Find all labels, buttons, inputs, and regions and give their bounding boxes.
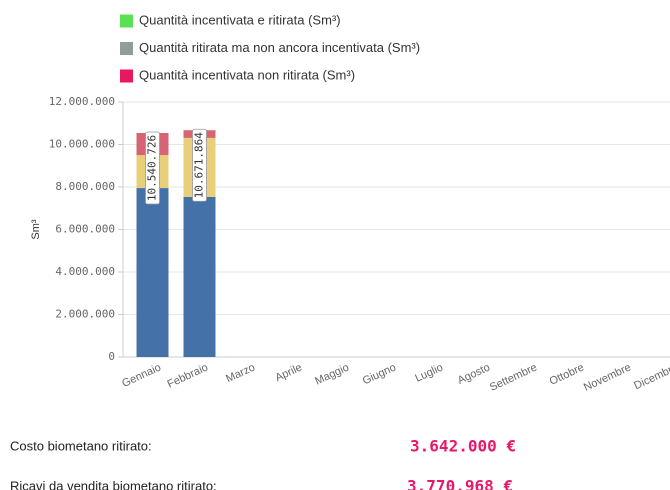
x-tick-label: Settembre (488, 361, 539, 393)
y-tick-label: 8.000.000 (55, 180, 115, 193)
total-label-box (145, 131, 160, 205)
total-label-box (192, 128, 207, 202)
x-tick-label: Agosto (456, 361, 492, 386)
x-tick-label: Giugno (361, 361, 398, 387)
y-tick-label: 6.000.000 (55, 223, 115, 236)
legend-label: Quantità incentivata non ritirata (Sm³) (139, 67, 355, 82)
bar-segment (136, 188, 169, 357)
legend-swatch (120, 42, 133, 55)
summary-label: Costo biometano ritirato: (10, 438, 152, 453)
y-tick-label: 10.000.000 (49, 138, 115, 151)
x-tick-label: Maggio (313, 361, 351, 387)
legend-label: Quantità ritirata ma non ancora incentiv… (139, 40, 420, 55)
total-label: 10.671.864 (193, 132, 206, 199)
y-tick-label: 12.000.000 (49, 95, 115, 108)
summary-value: 3.642.000 € (410, 437, 516, 456)
x-tick-label: Febbraio (166, 361, 210, 390)
x-tick-label: Ottobre (548, 361, 586, 387)
x-tick-label: Dicembre (632, 361, 670, 392)
summary-value: 3.770.968 € (407, 477, 513, 490)
legend-swatch (120, 69, 133, 83)
summary-label: Ricavi da vendita biometano ritirato: (10, 478, 217, 490)
legend-label: Quantità incentivata e ritirata (Sm³) (139, 12, 341, 27)
x-tick-label: Marzo (224, 361, 257, 385)
total-label-group: 10.540.726 (145, 131, 160, 205)
x-tick-label: Aprile (273, 361, 304, 384)
y-tick-label: 4.000.000 (55, 265, 115, 278)
y-tick-label: 2.000.000 (55, 308, 115, 321)
x-tick-label: Novembre (582, 361, 633, 393)
x-tick-label: Luglio (413, 361, 445, 384)
bar-segment (183, 196, 216, 357)
y-tick-label: 0 (108, 350, 115, 363)
legend-swatch (120, 14, 133, 28)
total-label: 10.540.726 (146, 135, 159, 201)
total-label-group: 10.671.864 (192, 128, 207, 202)
x-tick-label: Gennaio (120, 361, 163, 389)
y-axis-label: Sm³ (30, 219, 42, 240)
